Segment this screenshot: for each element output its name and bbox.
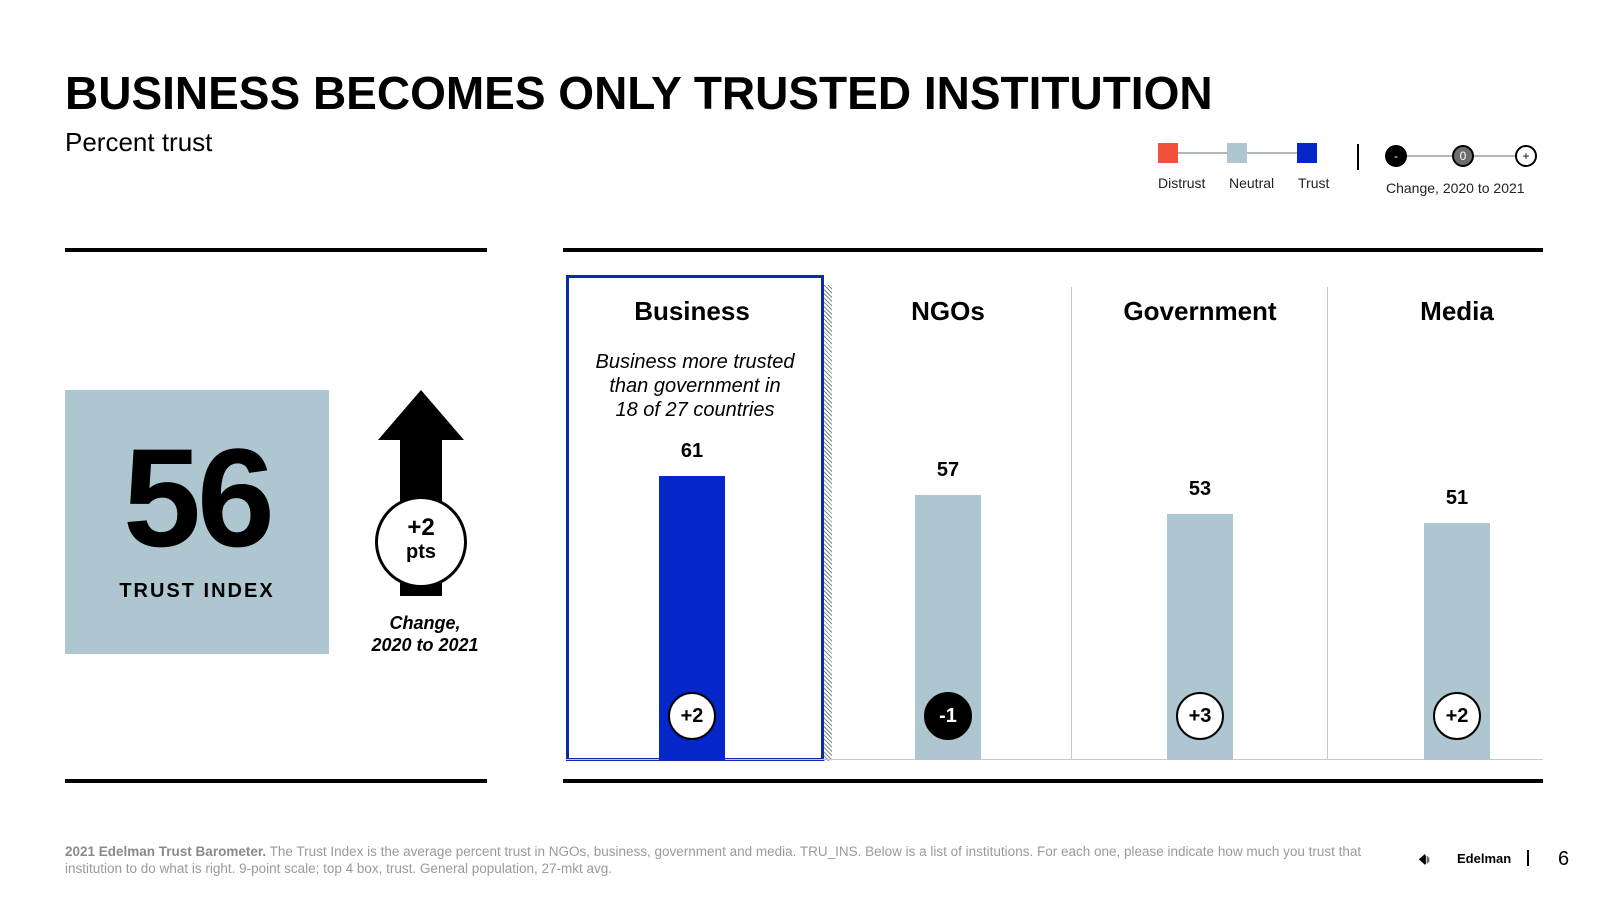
category-label-business: Business [634,296,750,326]
legend-change-negative-icon: - [1385,145,1407,167]
change-badge-government: +3 [1176,692,1224,740]
change-badge-ngos: -1 [924,692,972,740]
right-top-rule [563,248,1543,252]
trust-index-change-unit: pts [406,541,436,563]
legend-separator [1357,144,1359,170]
trust-index-value: 56 [123,419,275,576]
value-label-business: 61 [680,440,704,463]
left-top-rule [65,248,487,252]
left-bottom-rule [65,779,487,783]
value-label-media: 51 [1445,486,1469,509]
right-bottom-rule [563,779,1543,783]
category-label-government: Government [1123,296,1277,326]
page-number: 6 [1558,848,1570,870]
trust-index-label: TRUST INDEX [119,580,275,602]
category-label-media: Media [1420,296,1494,326]
source-footnote: 2021 Edelman Trust Barometer. The Trust … [65,843,1375,877]
footer-separator [1527,850,1529,866]
legend-label-trust: Trust [1298,175,1330,191]
category-label-ngos: NGOs [911,296,985,326]
change-caption-line2: 2020 to 2021 [371,635,479,655]
legend-swatch-trust [1297,143,1317,163]
annotation-line3: 18 of 27 countries [615,399,775,421]
legend-label-distrust: Distrust [1158,175,1206,191]
legend-swatch-neutral [1227,143,1247,163]
edelman-logo-text: Edelman [1457,851,1512,866]
change-badge-business: +2 [668,692,716,740]
legend-change-label: Change, 2020 to 2021 [1386,180,1525,196]
source-text: The Trust Index is the average percent t… [65,844,1362,876]
value-label-ngos: 57 [936,458,960,481]
legend-label-neutral: Neutral [1229,175,1275,191]
column-divider [1327,287,1328,759]
legend-swatch-distrust [1158,143,1178,163]
page-title: BUSINESS BECOMES ONLY TRUSTED INSTITUTIO… [65,67,1213,119]
change-caption-line1: Change, [389,613,461,633]
up-arrow-icon [378,390,464,596]
edelman-logo-icon [1418,853,1430,865]
annotation-line1: Business more trusted [595,351,795,373]
trust-index-change-caption: Change, 2020 to 2021 [350,612,500,656]
trust-index-box: 56 TRUST INDEX [65,390,329,654]
trust-index-change-value: +2 [407,514,435,541]
value-label-government: 53 [1188,477,1212,500]
business-frame-hatch [824,285,832,761]
change-badge-media: +2 [1433,692,1481,740]
source-bold: 2021 Edelman Trust Barometer. [65,844,267,859]
annotation-line2: than government in [609,375,781,397]
business-annotation: Business more trusted than government in… [580,350,810,422]
page-subtitle: Percent trust [65,127,213,157]
column-divider [1071,287,1072,759]
legend-change-neutral-icon: 0 [1452,145,1474,167]
chart-baseline [566,759,1543,760]
trust-index-change-badge: +2 pts [375,496,467,588]
legend-change-positive-icon: + [1515,145,1537,167]
